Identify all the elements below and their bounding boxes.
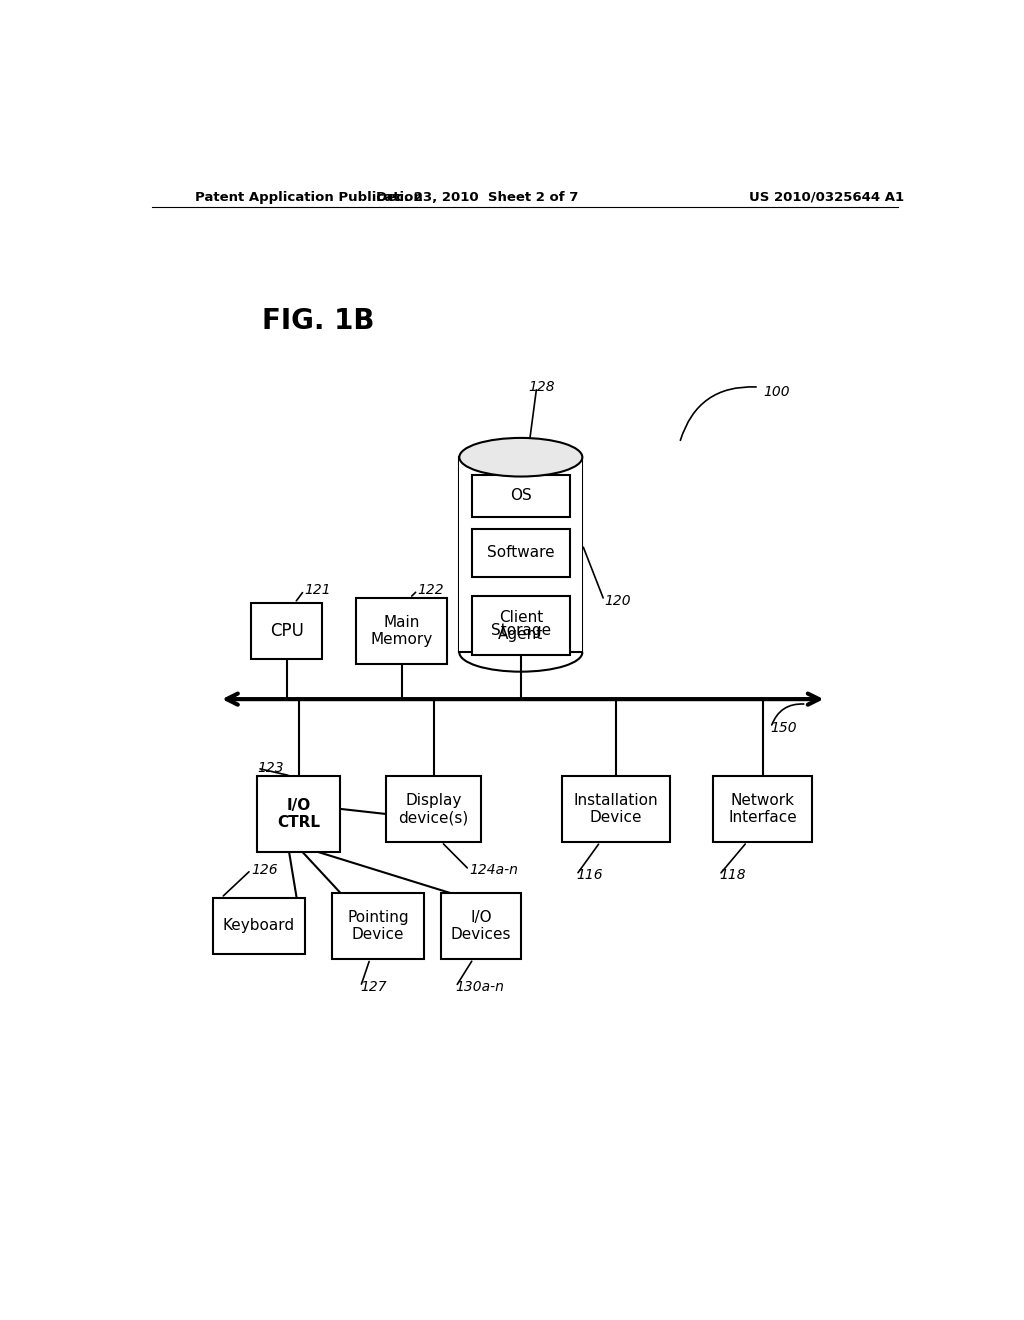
Text: OS: OS	[510, 488, 531, 503]
Text: Patent Application Publication: Patent Application Publication	[196, 190, 423, 203]
FancyBboxPatch shape	[251, 603, 323, 659]
Bar	[460, 457, 583, 652]
FancyBboxPatch shape	[472, 597, 570, 656]
Text: 130a-n: 130a-n	[456, 979, 505, 994]
Text: 128: 128	[528, 380, 555, 395]
Text: 121: 121	[304, 583, 331, 598]
FancyBboxPatch shape	[441, 892, 521, 958]
Text: Pointing
Device: Pointing Device	[347, 909, 409, 942]
Text: I/O
CTRL: I/O CTRL	[278, 797, 321, 830]
Text: Client
Agent: Client Agent	[499, 610, 544, 642]
FancyBboxPatch shape	[714, 776, 812, 842]
Text: Storage: Storage	[490, 623, 551, 638]
Text: Keyboard: Keyboard	[223, 919, 295, 933]
FancyBboxPatch shape	[562, 776, 670, 842]
Text: Installation
Device: Installation Device	[573, 793, 658, 825]
FancyBboxPatch shape	[333, 892, 424, 958]
Text: I/O
Devices: I/O Devices	[451, 909, 511, 942]
FancyBboxPatch shape	[213, 898, 304, 954]
Text: Network
Interface: Network Interface	[728, 793, 798, 825]
Text: 127: 127	[360, 979, 387, 994]
Text: FIG. 1B: FIG. 1B	[262, 308, 375, 335]
FancyBboxPatch shape	[472, 529, 570, 577]
Text: Dec. 23, 2010  Sheet 2 of 7: Dec. 23, 2010 Sheet 2 of 7	[376, 190, 579, 203]
Text: 124a-n: 124a-n	[469, 863, 518, 876]
Text: 122: 122	[418, 583, 444, 598]
Text: Display
device(s): Display device(s)	[398, 793, 469, 825]
FancyBboxPatch shape	[257, 776, 340, 853]
Text: 100: 100	[763, 385, 790, 399]
Ellipse shape	[460, 438, 583, 477]
Text: Software: Software	[487, 545, 555, 560]
Text: 118: 118	[719, 869, 745, 882]
FancyBboxPatch shape	[472, 474, 570, 517]
Text: 126: 126	[251, 863, 278, 876]
Text: US 2010/0325644 A1: US 2010/0325644 A1	[749, 190, 904, 203]
Text: 123: 123	[257, 762, 284, 775]
FancyBboxPatch shape	[356, 598, 447, 664]
Text: 150: 150	[771, 721, 798, 735]
FancyBboxPatch shape	[386, 776, 481, 842]
Text: 120: 120	[604, 594, 631, 607]
Text: CPU: CPU	[269, 622, 304, 640]
Text: Main
Memory: Main Memory	[371, 615, 433, 647]
Text: 116: 116	[577, 869, 603, 882]
